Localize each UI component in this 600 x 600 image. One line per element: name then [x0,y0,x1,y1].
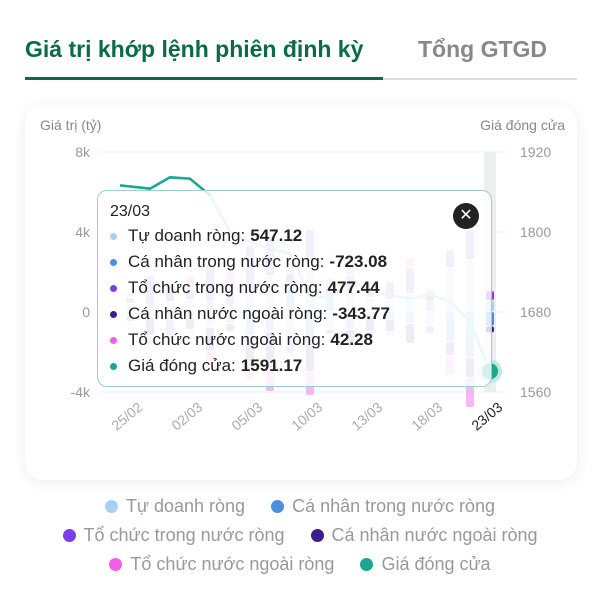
tooltip-label: Cá nhân trong nước ròng: [128,252,325,271]
x-tick: 02/03 [168,399,205,434]
tooltip-value: 1591.17 [240,356,303,375]
tooltip-label: Giá đóng cửa: [128,356,236,375]
x-tick: 05/03 [228,399,265,434]
tooltip-label: Cá nhân nước ngoài ròng: [128,304,328,323]
legend-item[interactable]: Cá nhân trong nước ròng [271,496,495,517]
series-dot-icon [110,336,117,344]
tooltip-value: -343.77 [332,304,390,323]
legend-item[interactable]: Tổ chức nước ngoài ròng [109,554,334,575]
y-tick-left: 0 [82,304,90,320]
tooltip-date: 23/03 [110,203,151,220]
legend-label: Tổ chức trong nước ròng [83,525,285,545]
x-tick: 18/03 [408,399,445,434]
y-axis-left-label: Giá trị (tỷ) [40,117,101,133]
x-tick: 13/03 [348,399,385,434]
legend-label: Cá nhân nước ngoài ròng [331,525,538,545]
tooltip-row: Tổ chức trong nước ròng: 477.44 [110,275,479,301]
series-dot-icon [110,258,117,266]
legend-label: Giá đóng cửa [381,554,491,574]
legend-label: Cá nhân trong nước ròng [292,496,496,516]
tab-bar: Giá trị khớp lệnh phiên định kỳ Tổng GTG… [25,30,577,80]
legend-item[interactable]: Giá đóng cửa [360,554,491,575]
legend-swatch-icon [109,558,123,571]
legend-label: Tổ chức nước ngoài ròng [130,554,335,574]
series-dot-icon [110,284,117,292]
tooltip-row: Cá nhân trong nước ròng: -723.08 [110,249,479,275]
legend-item[interactable]: Tự doanh ròng [104,496,246,517]
tab-periodic-matched-value[interactable]: Giá trị khớp lệnh phiên định kỳ [25,36,364,62]
y-tick-left: 4k [75,224,91,240]
tooltip-label: Tổ chức nước ngoài ròng: [128,330,326,349]
chart-tooltip: 23/03 Tự doanh ròng: 547.12 Cá nhân trong … [97,190,492,387]
x-tick: 25/02 [108,399,145,434]
price-line-highlight [119,176,211,197]
y-tick-right: 1920 [520,144,551,160]
tab-total-trading-value[interactable]: Tổng GTGD [418,36,548,62]
series-dot-icon [110,232,117,240]
tooltip-label: Tổ chức trong nước ròng: [128,278,323,297]
x-tick: 10/03 [288,399,325,434]
legend-swatch-icon [62,529,76,542]
tooltip-label: Tự doanh ròng: [128,226,246,245]
tooltip-value: 477.44 [327,278,380,297]
y-tick-left: -4k [71,384,91,400]
series-dot-icon [110,362,117,370]
legend-swatch-icon [310,529,324,542]
active-tab-indicator [25,77,383,80]
tooltip-value: -723.08 [329,252,388,271]
y-axis-right-label: Giá đóng cửa [480,117,565,133]
y-tick-right: 1560 [520,384,551,400]
y-tick-right: 1800 [520,224,551,240]
tooltip-row: Cá nhân nước ngoài ròng: -343.77 [110,301,479,327]
tooltip-row: Tự doanh ròng: 547.12 [110,223,479,249]
legend-swatch-icon [271,500,285,513]
legend-item[interactable]: Cá nhân nước ngoài ròng [310,525,538,546]
y-tick-right: 1680 [520,304,551,320]
legend: Tự doanh ròng Cá nhân trong nước ròng Tổ c… [0,492,600,579]
legend-item[interactable]: Tổ chức trong nước ròng [62,525,285,546]
tooltip-value: 547.12 [250,226,303,245]
tooltip-row: Giá đóng cửa: 1591.17 [110,353,479,379]
y-tick-left: 8k [75,144,91,160]
series-dot-icon [110,310,117,318]
legend-swatch-icon [360,558,374,571]
tooltip-value: 42.28 [330,330,373,349]
close-icon[interactable]: ✕ [453,203,479,229]
legend-label: Tự doanh ròng [125,496,246,516]
tooltip-row: Tổ chức nước ngoài ròng: 42.28 [110,327,479,353]
legend-swatch-icon [104,500,118,513]
